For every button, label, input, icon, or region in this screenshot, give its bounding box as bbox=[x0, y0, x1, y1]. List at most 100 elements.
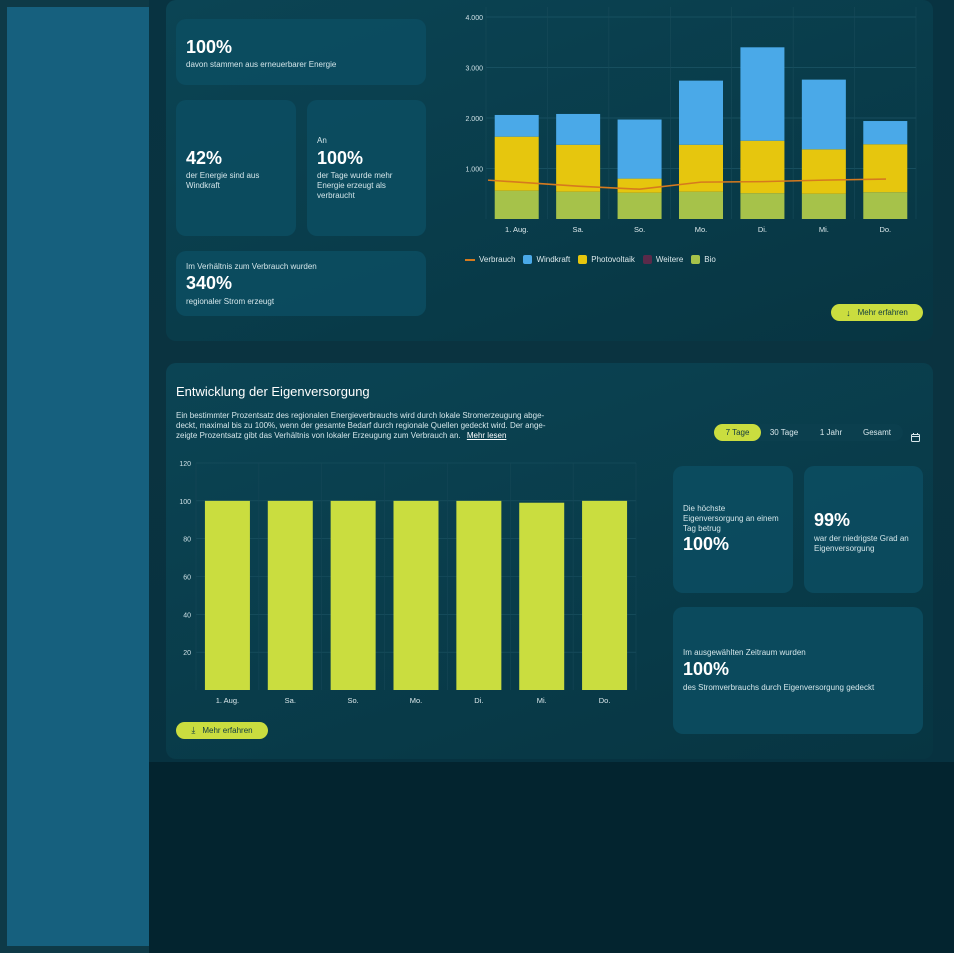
bar-segment-windkraft bbox=[617, 119, 662, 179]
self-supply-desc-1: Ein bestimmter Prozentsatz des regionale… bbox=[176, 411, 545, 420]
stat-period-pre: Im ausgewählten Zeitraum wurden bbox=[683, 648, 806, 657]
stat-ratio-text: regionaler Strom erzeugt bbox=[186, 297, 275, 306]
bar-segment-windkraft bbox=[679, 80, 723, 145]
bar-segment-windkraft bbox=[494, 114, 539, 137]
download-icon: ⤓ bbox=[191, 725, 196, 735]
self-supply-bar-chart: 20 40 60 80 100 120 1. Aug. Sa. So. Mo. Di. Mi. Do. bbox=[179, 461, 637, 705]
bar-segment-bio bbox=[556, 191, 601, 219]
legend-swatch bbox=[578, 255, 588, 264]
calendar-icon[interactable] bbox=[911, 427, 920, 442]
legend-swatch bbox=[642, 255, 652, 264]
download-icon: ↓ bbox=[846, 307, 851, 318]
energy-stacked-bar-chart: 1.000 2.000 3.000 4.000 1. Aug. Sa. So. Mo. Di. M… bbox=[465, 7, 917, 234]
self-supply-bar bbox=[393, 500, 439, 690]
y-tick-label: 4.000 bbox=[465, 15, 483, 22]
bar-segment-bio bbox=[740, 193, 785, 219]
stat-highest-pre: Die höchste Eigenversorgung an einem Tag… bbox=[683, 504, 779, 533]
legend-item: Windkraft bbox=[523, 255, 570, 264]
stat-period: Im ausgewählten Zeitraum wurden 100% des… bbox=[673, 607, 923, 734]
y-tick-label: 60 bbox=[183, 575, 191, 582]
stat-period-value: 100% bbox=[683, 659, 730, 679]
stat-renewable-text: davon stammen aus erneuerbarer Energie bbox=[186, 60, 337, 69]
stat-renewable: 100% davon stammen aus erneuerbarer Ener… bbox=[176, 19, 426, 85]
self-supply-bar bbox=[519, 502, 565, 690]
self-supply-bar bbox=[456, 500, 502, 690]
period-1-year[interactable]: 1 Jahr bbox=[819, 428, 843, 437]
stat-ratio: Im Verhältnis zum Verbrauch wurden 340% … bbox=[176, 251, 426, 316]
x-tick-label: Sa. bbox=[285, 696, 296, 705]
bar-segment-photovoltaik bbox=[740, 140, 785, 194]
x-tick-label: So. bbox=[634, 225, 645, 234]
bar-segment-windkraft bbox=[740, 47, 785, 141]
bar-segment-bio bbox=[494, 190, 539, 219]
x-tick-label: Sa. bbox=[573, 225, 584, 234]
self-supply-bar bbox=[267, 500, 313, 690]
x-tick-label: So. bbox=[348, 696, 359, 705]
period-selector: 7 Tage 30 Tage 1 Jahr Gesamt bbox=[714, 424, 903, 441]
energy-chart-legend: Verbrauch Windkraft Photovoltaik Weitere Bio bbox=[465, 255, 716, 264]
x-tick-label: 1. Aug. bbox=[505, 225, 528, 234]
legend-label: Windkraft bbox=[536, 255, 571, 264]
y-tick-label: 20 bbox=[183, 650, 191, 657]
x-tick-label: Mo. bbox=[695, 225, 708, 234]
read-more-link[interactable]: Mehr lesen bbox=[466, 431, 507, 440]
self-supply-title: Entwicklung der Eigenversorgung bbox=[176, 384, 370, 399]
stat-days-value: 100% bbox=[317, 148, 364, 168]
energy-mix-panel: 100% davon stammen aus erneuerbarer Ener… bbox=[166, 0, 933, 341]
legend-item: Photovoltaik bbox=[578, 255, 635, 264]
stat-days-pre: An bbox=[317, 136, 327, 145]
legend-label: Verbrauch bbox=[479, 255, 516, 264]
bar-segment-photovoltaik bbox=[863, 144, 908, 193]
stat-lowest-value: 99% bbox=[814, 510, 851, 530]
self-supply-bar bbox=[330, 500, 376, 690]
self-supply-panel: Entwicklung der Eigenversorgung Ein best… bbox=[166, 363, 933, 759]
legend-swatch bbox=[691, 255, 701, 264]
y-tick-label: 1.000 bbox=[465, 167, 483, 174]
period-total[interactable]: Gesamt bbox=[862, 428, 891, 437]
x-tick-label: Do. bbox=[879, 225, 891, 234]
legend-swatch bbox=[523, 255, 533, 264]
stat-period-text: des Stromverbrauchs durch Eigenversorgun… bbox=[683, 683, 875, 692]
energy-more-label: Mehr erfahren bbox=[857, 308, 908, 317]
legend-label: Weitere bbox=[655, 255, 684, 264]
stat-wind-value: 42% bbox=[186, 148, 223, 168]
bar-segment-windkraft bbox=[556, 113, 601, 145]
legend-swatch bbox=[465, 258, 475, 261]
period-7-days[interactable]: 7 Tage bbox=[714, 424, 761, 441]
self-supply-more-button[interactable]: ⤓ Mehr erfahren bbox=[176, 722, 268, 739]
y-tick-label: 40 bbox=[183, 612, 191, 619]
stat-days-text: der Tage wurde mehr Energie erzeugt als … bbox=[317, 171, 393, 200]
legend-item: Verbrauch bbox=[465, 255, 515, 264]
bar-segment-bio bbox=[679, 191, 723, 219]
self-supply-more-label: Mehr erfahren bbox=[202, 726, 253, 735]
bar-segment-windkraft bbox=[863, 121, 908, 145]
stat-lowest-text: war der niedrigste Grad an Eigenversorgu… bbox=[814, 534, 909, 553]
stat-highest: Die höchste Eigenversorgung an einem Tag… bbox=[673, 466, 793, 593]
consumption-line bbox=[487, 178, 887, 191]
x-tick-label: Di. bbox=[474, 696, 483, 705]
legend-label: Photovoltaik bbox=[591, 255, 635, 264]
y-tick-label: 100 bbox=[179, 499, 191, 506]
energy-more-button[interactable]: ↓ Mehr erfahren bbox=[831, 304, 923, 321]
bar-segment-windkraft bbox=[801, 79, 846, 150]
self-supply-desc-3-text: zeigte Prozentsatz gibt das Verhältnis v… bbox=[176, 431, 461, 440]
stat-highest-value: 100% bbox=[683, 534, 730, 554]
x-tick-label: Mo. bbox=[410, 696, 423, 705]
self-supply-bar bbox=[582, 500, 628, 690]
x-tick-label: 1. Aug. bbox=[216, 696, 239, 705]
bar-segment-bio bbox=[863, 192, 908, 219]
bar-segment-photovoltaik bbox=[617, 178, 662, 193]
stat-wind-text: der Energie sind aus Windkraft bbox=[186, 171, 260, 190]
self-supply-desc-2: deckt, maximal bis zu 100%, wenn der ges… bbox=[176, 421, 546, 430]
stat-lowest: 99% war der niedrigste Grad an Eigenvers… bbox=[804, 466, 923, 593]
legend-item: Weitere bbox=[642, 255, 684, 264]
y-tick-label: 3.000 bbox=[465, 66, 483, 73]
y-tick-label: 120 bbox=[179, 461, 191, 468]
sidebar bbox=[7, 7, 149, 946]
x-tick-label: Di. bbox=[758, 225, 767, 234]
self-supply-desc-3: zeigte Prozentsatz gibt das Verhältnis v… bbox=[176, 431, 506, 441]
period-30-days[interactable]: 30 Tage bbox=[769, 428, 799, 437]
stat-wind: 42% der Energie sind aus Windkraft bbox=[176, 100, 296, 236]
legend-label: Bio bbox=[704, 255, 716, 264]
bar-segment-bio bbox=[801, 193, 846, 219]
